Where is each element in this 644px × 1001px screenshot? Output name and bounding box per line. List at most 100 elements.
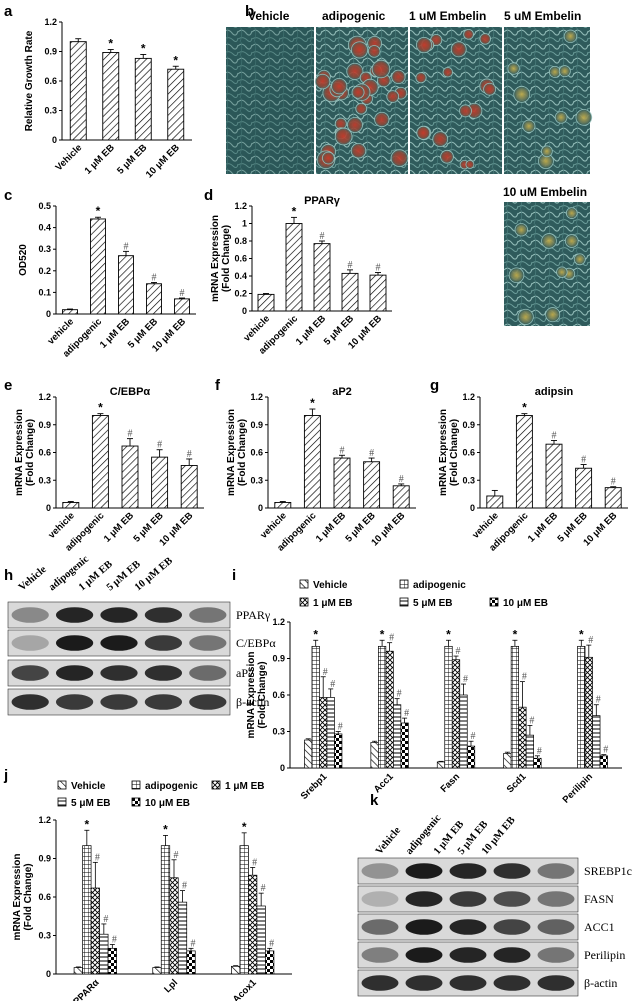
bar-i bbox=[503, 753, 512, 769]
blot-band bbox=[493, 947, 531, 963]
bar-j bbox=[256, 905, 266, 975]
panel-label-i: i bbox=[232, 567, 236, 584]
bar-c bbox=[62, 309, 78, 315]
significance-mark-c: # bbox=[124, 241, 129, 252]
y-tick-label-f: 0.6 bbox=[250, 448, 263, 458]
y-tick-label-j: 0.9 bbox=[38, 854, 51, 864]
y-axis-label2-i: (Fold Change) bbox=[257, 661, 268, 728]
y-tick-label-i: 0 bbox=[280, 763, 285, 773]
panel-label-f: f bbox=[215, 377, 221, 394]
lipid-droplet-cell bbox=[479, 33, 491, 45]
category-label-i: Scd1 bbox=[505, 771, 529, 795]
significance-mark-e: # bbox=[128, 429, 133, 440]
bar-i bbox=[444, 645, 453, 769]
legend-label-j: 10 μM EB bbox=[145, 798, 190, 809]
legend-label-j: Vehicle bbox=[71, 781, 106, 792]
significance-mark-i: # bbox=[529, 715, 534, 726]
y-tick-label-i: 0.6 bbox=[272, 690, 285, 700]
bar-i bbox=[326, 697, 335, 769]
lipid-droplet-cell bbox=[334, 127, 353, 146]
bar-d bbox=[341, 272, 359, 312]
blot-band bbox=[361, 863, 399, 879]
lipid-droplet-cell bbox=[507, 62, 520, 75]
bar-j bbox=[160, 845, 171, 975]
bar-i bbox=[459, 694, 468, 769]
blot-band bbox=[11, 607, 49, 623]
category-label-d: 1 μM EB bbox=[294, 313, 328, 347]
blot-band bbox=[405, 891, 443, 907]
chart-g: 0 0.3 0.6 0.9 1.2 adipsin mRNA Expression (Fold… bbox=[438, 386, 628, 554]
significance-mark-i: * bbox=[513, 627, 518, 641]
blot-band bbox=[449, 891, 487, 907]
y-tick-label-c: 0.1 bbox=[38, 287, 51, 297]
bar-g bbox=[575, 467, 593, 509]
chart-a: 0 0.3 0.6 0.9 1.2 Relative Growth Rate Vehicle… bbox=[24, 17, 192, 180]
blot-band bbox=[361, 975, 399, 991]
micrograph-adipogenic bbox=[314, 27, 409, 174]
bar-i bbox=[510, 645, 519, 769]
blot-band-label: ACC1 bbox=[584, 920, 615, 934]
bar-i bbox=[592, 715, 601, 769]
legend-swatch-j bbox=[131, 780, 141, 790]
lipid-droplet-cell bbox=[483, 82, 497, 96]
category-label-i: Fasn bbox=[439, 771, 463, 795]
lipid-droplet-cell bbox=[450, 41, 467, 58]
category-label-a: Vehicle bbox=[53, 142, 84, 173]
bar-f bbox=[333, 457, 351, 509]
y-axis-label-c: OD520 bbox=[18, 244, 29, 276]
lipid-droplet-cell bbox=[432, 131, 449, 148]
significance-mark-i: # bbox=[456, 646, 461, 657]
micrograph-label-10um: 10 uM Embelin bbox=[503, 185, 587, 199]
bar-j bbox=[107, 947, 117, 975]
significance-mark-a: * bbox=[108, 37, 113, 51]
blot-band bbox=[537, 975, 575, 991]
significance-mark-i: # bbox=[588, 635, 593, 646]
y-tick-label-c: 0.5 bbox=[38, 201, 51, 211]
lipid-droplet-cell bbox=[517, 308, 534, 325]
blot-band bbox=[493, 891, 531, 907]
significance-mark-j: * bbox=[242, 820, 247, 834]
bar-i bbox=[577, 645, 586, 769]
panel-label-e: e bbox=[4, 377, 12, 394]
bar-f bbox=[363, 461, 381, 509]
micrograph-10um bbox=[504, 202, 590, 326]
bar-a bbox=[102, 52, 120, 141]
bar-j bbox=[231, 965, 241, 975]
significance-mark-f: # bbox=[399, 474, 404, 485]
lipid-droplet-cell bbox=[508, 267, 525, 284]
blot-band bbox=[405, 947, 443, 963]
blot-band bbox=[405, 975, 443, 991]
blot-band bbox=[493, 919, 531, 935]
lipid-droplet-cell bbox=[564, 234, 579, 248]
lipid-droplet-cell bbox=[565, 207, 578, 219]
blot-band bbox=[189, 694, 227, 710]
y-tick-label-i: 1.2 bbox=[272, 617, 285, 627]
bar-d bbox=[313, 243, 331, 312]
y-tick-label-c: 0 bbox=[46, 309, 51, 319]
micrograph-label-5um: 5 uM Embelin bbox=[504, 9, 581, 23]
category-label-j: Acox1 bbox=[231, 977, 259, 1001]
legend-swatch-j bbox=[57, 780, 67, 790]
legend-label-i: 5 μM EB bbox=[413, 598, 452, 609]
micrograph-5um bbox=[504, 27, 593, 174]
blot-lane-label: 10 μM EB bbox=[133, 556, 175, 594]
lipid-droplet-cell bbox=[556, 266, 568, 278]
chart-c: 00.10.20.30.40.5OD520vehicle*adipogenic#… bbox=[18, 201, 196, 360]
bar-j bbox=[99, 933, 109, 975]
panel-label-a: a bbox=[4, 3, 13, 20]
blot-band bbox=[361, 891, 399, 907]
y-axis-label2-e: (Fold Change) bbox=[25, 419, 36, 486]
y-tick-label-d: 1 bbox=[242, 219, 247, 229]
legend-swatch-i bbox=[299, 597, 309, 607]
significance-mark-j: * bbox=[84, 817, 89, 831]
lipid-droplet-cell bbox=[465, 160, 475, 169]
lipid-droplet-cell bbox=[514, 223, 528, 237]
bar-i bbox=[518, 706, 527, 769]
significance-mark-e: # bbox=[187, 449, 192, 460]
blot-band bbox=[537, 919, 575, 935]
category-label-c: 1 μM EB bbox=[98, 316, 132, 350]
bar-j bbox=[152, 967, 162, 975]
blot-band bbox=[55, 694, 94, 710]
y-tick-label-g: 0.9 bbox=[462, 420, 475, 430]
blot-band bbox=[11, 635, 49, 651]
